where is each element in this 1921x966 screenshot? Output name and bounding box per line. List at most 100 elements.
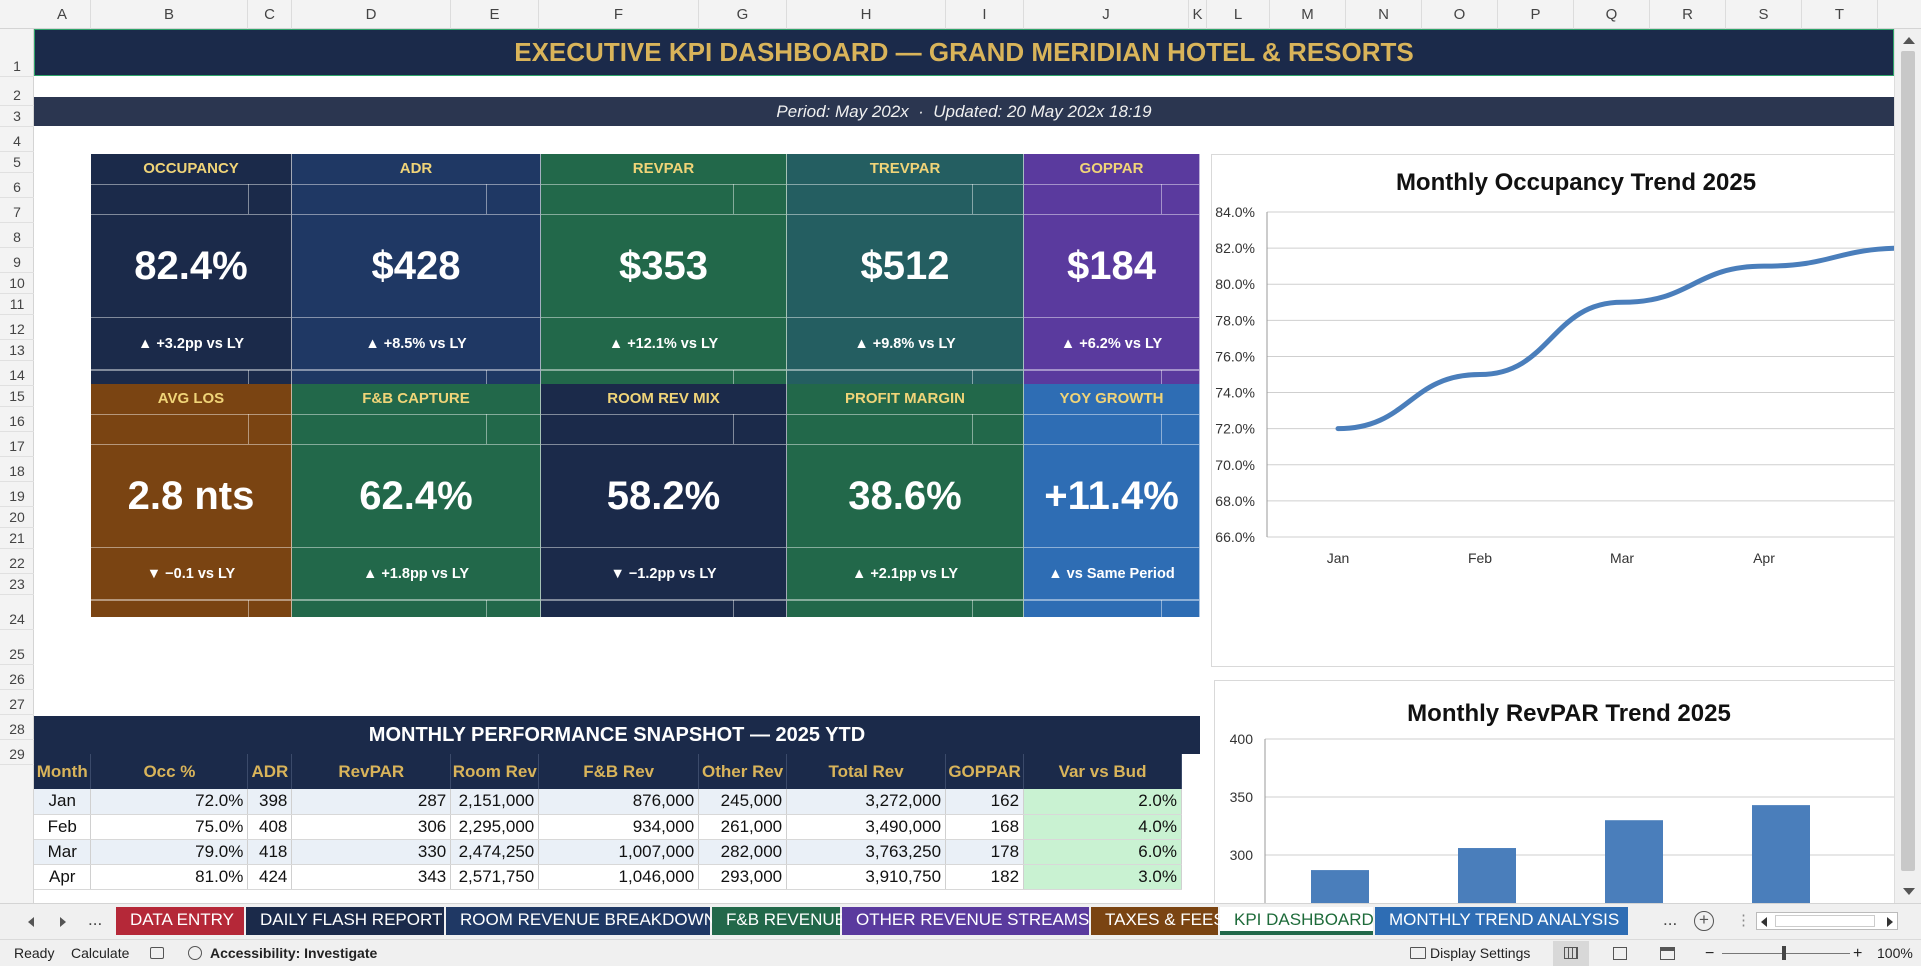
snapshot-cell[interactable]: 1,007,000	[538, 839, 700, 865]
kpi-tile-yoy-growth[interactable]: YOY GROWTH +11.4% ▲ vs Same Period	[1024, 384, 1200, 617]
column-header-d[interactable]: D	[292, 0, 451, 29]
revpar-trend-chart[interactable]: Monthly RevPAR Trend 2025 400 350 300	[1214, 680, 1894, 903]
row-header-17[interactable]: 17	[0, 432, 34, 457]
row-header-21[interactable]: 21	[0, 528, 34, 549]
row-header-24[interactable]: 24	[0, 595, 34, 630]
row-header-8[interactable]: 8	[0, 223, 34, 248]
snapshot-cell[interactable]: 3,272,000	[786, 789, 947, 815]
column-header-m[interactable]: M	[1270, 0, 1346, 29]
snapshot-cell[interactable]: 293,000	[698, 864, 788, 890]
tab-scroll-left-icon[interactable]	[28, 917, 34, 927]
row-header-7[interactable]: 7	[0, 198, 34, 223]
snapshot-col-header[interactable]: RevPAR	[291, 754, 452, 789]
tab-more-right[interactable]: ...	[1663, 910, 1678, 929]
snapshot-col-header[interactable]: Total Rev	[786, 754, 947, 789]
page-break-view-icon[interactable]	[1660, 947, 1675, 960]
row-header-14[interactable]: 14	[0, 361, 34, 386]
snapshot-cell[interactable]: 178	[945, 839, 1025, 865]
hscroll-right-icon[interactable]	[1887, 917, 1893, 927]
display-settings-icon[interactable]	[1410, 947, 1426, 959]
display-settings[interactable]: Display Settings	[1430, 945, 1531, 961]
snapshot-cell[interactable]: 3,763,250	[786, 839, 947, 865]
snapshot-cell[interactable]: 424	[247, 864, 293, 890]
snapshot-cell[interactable]: Apr	[34, 864, 92, 890]
row-header-22[interactable]: 22	[0, 549, 34, 574]
kpi-tile-trevpar[interactable]: TREVPAR $512 ▲ +9.8% vs LY	[787, 154, 1024, 387]
snapshot-col-header[interactable]: Var vs Bud	[1023, 754, 1182, 789]
snapshot-cell[interactable]: 6.0%	[1023, 839, 1182, 865]
row-header-5[interactable]: 5	[0, 152, 34, 173]
row-header-23[interactable]: 23	[0, 574, 34, 595]
row-header-11[interactable]: 11	[0, 294, 34, 315]
snapshot-cell[interactable]: Mar	[34, 839, 92, 865]
kpi-tile-avg-los[interactable]: AVG LOS 2.8 nts ▼ −0.1 vs LY	[91, 384, 292, 617]
kpi-tile-profit-margin[interactable]: PROFIT MARGIN 38.6% ▲ +2.1pp vs LY	[787, 384, 1024, 617]
snapshot-col-header[interactable]: Other Rev	[698, 754, 788, 789]
snapshot-col-header[interactable]: ADR	[247, 754, 293, 789]
accessibility-status[interactable]: Accessibility: Investigate	[210, 945, 378, 961]
scroll-thumb[interactable]	[1901, 51, 1915, 871]
page-layout-view-icon[interactable]	[1613, 947, 1627, 960]
column-header-c[interactable]: C	[248, 0, 292, 29]
snapshot-cell[interactable]: 3,910,750	[786, 864, 947, 890]
zoom-level[interactable]: 100%	[1877, 945, 1913, 961]
sheet-tab-f-b-revenue[interactable]: F&B REVENUE	[712, 907, 846, 935]
snapshot-cell[interactable]: 418	[247, 839, 293, 865]
snapshot-cell[interactable]: 343	[291, 864, 452, 890]
column-header-q[interactable]: Q	[1574, 0, 1650, 29]
horizontal-scrollbar[interactable]	[1756, 912, 1898, 930]
zoom-slider[interactable]	[1722, 953, 1850, 954]
row-header-16[interactable]: 16	[0, 407, 34, 432]
snapshot-cell[interactable]: 2,571,750	[450, 864, 540, 890]
snapshot-cell[interactable]: 3.0%	[1023, 864, 1182, 890]
row-header-19[interactable]: 19	[0, 482, 34, 507]
snapshot-cell[interactable]: 876,000	[538, 789, 700, 815]
column-header-b[interactable]: B	[91, 0, 248, 29]
hscroll-left-icon[interactable]	[1761, 917, 1767, 927]
row-header-29[interactable]: 29	[0, 740, 34, 765]
snapshot-cell[interactable]: 72.0%	[90, 789, 249, 815]
snapshot-cell[interactable]: 330	[291, 839, 452, 865]
zoom-slider-thumb[interactable]	[1782, 946, 1786, 960]
snapshot-cell[interactable]: 261,000	[698, 814, 788, 840]
snapshot-col-header[interactable]: Occ %	[90, 754, 249, 789]
row-header-20[interactable]: 20	[0, 507, 34, 528]
column-header-a[interactable]: A	[34, 0, 91, 29]
snapshot-cell[interactable]: 1,046,000	[538, 864, 700, 890]
snapshot-cell[interactable]: 934,000	[538, 814, 700, 840]
status-calculate[interactable]: Calculate	[71, 945, 130, 961]
kpi-tile-occupancy[interactable]: OCCUPANCY 82.4% ▲ +3.2pp vs LY	[91, 154, 292, 387]
snapshot-cell[interactable]: 398	[247, 789, 293, 815]
hscroll-thumb[interactable]	[1775, 915, 1875, 927]
snapshot-cell[interactable]: 3,490,000	[786, 814, 947, 840]
snapshot-cell[interactable]: 282,000	[698, 839, 788, 865]
snapshot-cell[interactable]: 2,474,250	[450, 839, 540, 865]
row-header-10[interactable]: 10	[0, 273, 34, 294]
column-header-e[interactable]: E	[451, 0, 539, 29]
column-header-f[interactable]: F	[539, 0, 699, 29]
row-header-6[interactable]: 6	[0, 173, 34, 198]
vertical-scrollbar[interactable]	[1894, 29, 1921, 903]
sheet-tab-data-entry[interactable]: DATA ENTRY	[116, 907, 244, 935]
normal-view-icon[interactable]	[1553, 941, 1589, 966]
sheet-tab-taxes-fees[interactable]: TAXES & FEES	[1091, 907, 1225, 935]
column-header-s[interactable]: S	[1726, 0, 1802, 29]
snapshot-col-header[interactable]: Room Rev	[450, 754, 540, 789]
row-header-12[interactable]: 12	[0, 315, 34, 340]
row-header-25[interactable]: 25	[0, 630, 34, 665]
snapshot-cell[interactable]: 81.0%	[90, 864, 249, 890]
sheet-tab-room-revenue-breakdown[interactable]: ROOM REVENUE BREAKDOWN	[446, 907, 716, 935]
sheet-tab-kpi-dashboard[interactable]: KPI DASHBOARD	[1220, 907, 1374, 935]
snapshot-cell[interactable]: 2.0%	[1023, 789, 1182, 815]
zoom-in-button[interactable]: +	[1853, 945, 1863, 962]
snapshot-cell[interactable]: 4.0%	[1023, 814, 1182, 840]
row-header-18[interactable]: 18	[0, 457, 34, 482]
snapshot-cell[interactable]: 2,151,000	[450, 789, 540, 815]
snapshot-cell[interactable]: 287	[291, 789, 452, 815]
snapshot-cell[interactable]: 2,295,000	[450, 814, 540, 840]
row-header-1[interactable]: 1	[0, 29, 34, 77]
sheet-tab-monthly-trend-analysis[interactable]: MONTHLY TREND ANALYSIS	[1375, 907, 1628, 935]
snapshot-cell[interactable]: 75.0%	[90, 814, 249, 840]
row-header-3[interactable]: 3	[0, 106, 34, 127]
kpi-tile-revpar[interactable]: REVPAR $353 ▲ +12.1% vs LY	[541, 154, 787, 387]
